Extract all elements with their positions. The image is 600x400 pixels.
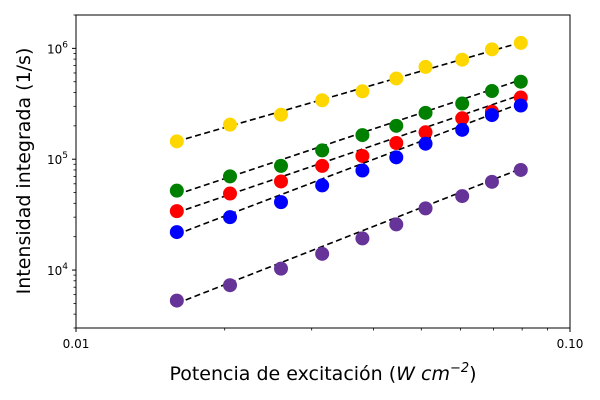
data-point-2-0 bbox=[169, 204, 184, 219]
data-point-3-5 bbox=[389, 150, 404, 165]
data-point-3-2 bbox=[273, 195, 288, 210]
data-point-1-1 bbox=[223, 169, 238, 184]
data-point-3-4 bbox=[355, 163, 370, 178]
plot-marks bbox=[169, 35, 528, 308]
y-tick-label-0: 104 bbox=[47, 262, 68, 278]
data-point-3-6 bbox=[418, 136, 433, 151]
data-point-0-0 bbox=[169, 134, 184, 149]
data-point-3-9 bbox=[513, 98, 528, 113]
data-point-1-3 bbox=[315, 143, 330, 158]
data-point-0-3 bbox=[315, 93, 330, 108]
data-point-1-2 bbox=[273, 158, 288, 173]
data-point-0-5 bbox=[389, 71, 404, 86]
data-point-2-1 bbox=[223, 186, 238, 201]
data-point-4-1 bbox=[223, 278, 238, 293]
data-point-4-2 bbox=[273, 261, 288, 276]
data-point-1-0 bbox=[169, 183, 184, 198]
data-point-0-9 bbox=[513, 35, 528, 50]
y-axis-title: Intensidad integrada (1/s) bbox=[13, 48, 35, 295]
data-point-2-5 bbox=[389, 136, 404, 151]
data-point-4-6 bbox=[418, 201, 433, 216]
data-point-4-9 bbox=[513, 162, 528, 177]
data-point-2-6 bbox=[418, 125, 433, 140]
data-point-3-7 bbox=[455, 122, 470, 137]
y-tick-label-2: 106 bbox=[47, 40, 68, 56]
data-point-1-5 bbox=[389, 118, 404, 133]
data-point-1-4 bbox=[355, 128, 370, 143]
data-point-1-6 bbox=[418, 105, 433, 120]
data-point-1-8 bbox=[484, 84, 499, 99]
x-tick-label-0: 0.01 bbox=[63, 337, 90, 351]
data-point-3-1 bbox=[223, 210, 238, 225]
data-point-4-4 bbox=[355, 231, 370, 246]
data-point-2-4 bbox=[355, 148, 370, 163]
data-point-4-3 bbox=[315, 246, 330, 261]
x-tick-label-1: 0.10 bbox=[557, 337, 584, 351]
data-point-4-0 bbox=[169, 293, 184, 308]
data-point-0-2 bbox=[273, 107, 288, 122]
data-point-0-1 bbox=[223, 117, 238, 132]
data-point-2-7 bbox=[455, 111, 470, 126]
y-tick-label-1: 105 bbox=[47, 151, 68, 167]
data-point-1-7 bbox=[455, 96, 470, 111]
x-axis-title: Potencia de excitación (W cm−2) bbox=[169, 361, 476, 385]
data-point-4-7 bbox=[455, 189, 470, 204]
data-point-4-8 bbox=[484, 174, 499, 189]
data-point-1-9 bbox=[513, 74, 528, 89]
data-point-0-6 bbox=[418, 59, 433, 74]
data-point-3-8 bbox=[484, 108, 499, 123]
axis-ticks: 0.01 0.10 104 105 106 bbox=[47, 14, 584, 351]
data-point-0-4 bbox=[355, 84, 370, 99]
data-point-4-5 bbox=[389, 217, 404, 232]
data-point-0-8 bbox=[484, 42, 499, 57]
data-point-2-2 bbox=[273, 174, 288, 189]
data-point-3-0 bbox=[169, 225, 184, 240]
data-point-2-3 bbox=[315, 158, 330, 173]
plot-frame bbox=[75, 14, 571, 329]
data-point-0-7 bbox=[455, 52, 470, 67]
data-point-3-3 bbox=[315, 178, 330, 193]
